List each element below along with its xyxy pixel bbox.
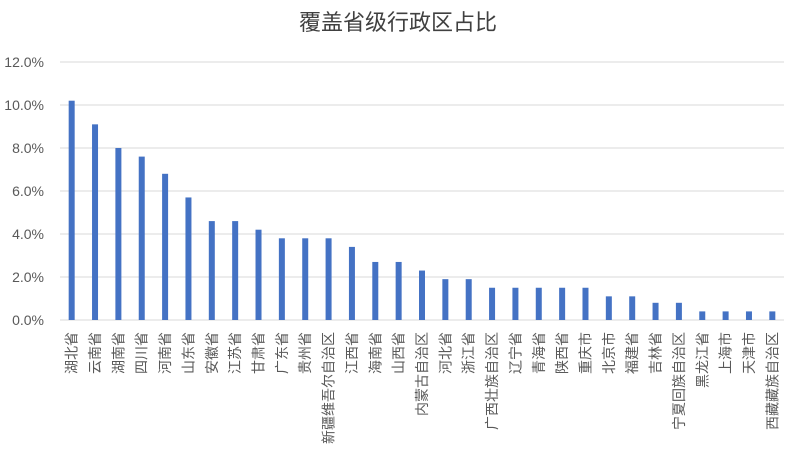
bar bbox=[68, 100, 75, 320]
bar bbox=[302, 238, 309, 320]
x-tick-label: 江西省 bbox=[345, 332, 361, 374]
bar bbox=[419, 270, 425, 320]
y-tick-label: 2.0% bbox=[12, 269, 44, 285]
bar bbox=[138, 156, 145, 320]
bar bbox=[629, 296, 636, 320]
bar bbox=[92, 124, 99, 320]
bar bbox=[489, 287, 496, 320]
x-axis: 湖北省 云南省 湖南省 四川省 河南省 山东省 安徽省 江苏省 甘肃省 广东省 贵州省 新疆维吾尔自治… bbox=[65, 332, 782, 444]
x-tick-label: 甘肃省 bbox=[252, 332, 268, 374]
x-tick-label: 河南省 bbox=[158, 332, 174, 374]
x-tick-label: 陕西省 bbox=[555, 332, 571, 374]
y-axis: 0.0% 2.0% 4.0% 6.0% 8.0% 10.0% 12.0% bbox=[4, 54, 44, 328]
bar bbox=[605, 296, 612, 320]
bar bbox=[185, 197, 192, 320]
bar bbox=[162, 173, 169, 320]
bar bbox=[208, 221, 215, 320]
x-tick-label: 海南省 bbox=[368, 332, 384, 374]
gridlines bbox=[60, 61, 784, 321]
y-tick-label: 8.0% bbox=[12, 140, 44, 156]
bar bbox=[395, 261, 402, 320]
x-tick-label: 青海省 bbox=[532, 332, 548, 374]
bar bbox=[699, 311, 706, 320]
x-tick-label: 天津市 bbox=[741, 332, 758, 374]
x-tick-label: 贵州省 bbox=[298, 332, 314, 374]
x-tick-label: 山东省 bbox=[181, 332, 197, 374]
x-tick-label: 广西壮族自治区 bbox=[485, 332, 501, 430]
bar bbox=[442, 279, 449, 320]
x-tick-label: 河北省 bbox=[438, 332, 454, 374]
bar bbox=[512, 287, 519, 320]
x-tick-label: 北京市 bbox=[601, 332, 618, 374]
bar bbox=[465, 279, 472, 320]
bar bbox=[372, 261, 379, 320]
y-tick-label: 4.0% bbox=[12, 226, 44, 242]
x-tick-label: 江苏省 bbox=[228, 332, 244, 374]
bar bbox=[722, 311, 729, 320]
y-tick-label: 0.0% bbox=[12, 312, 44, 328]
x-tick-label: 湖南省 bbox=[111, 332, 127, 374]
bars bbox=[68, 100, 776, 320]
x-tick-label: 安徽省 bbox=[205, 332, 221, 374]
x-tick-label: 内蒙古自治区 bbox=[415, 332, 431, 416]
bar bbox=[278, 238, 285, 320]
x-tick-label: 山西省 bbox=[392, 332, 408, 374]
x-tick-label: 新疆维吾尔自治区 bbox=[322, 332, 338, 444]
bar bbox=[255, 229, 262, 320]
x-tick-label: 辽宁省 bbox=[507, 332, 524, 374]
bar bbox=[559, 287, 566, 320]
bar bbox=[582, 287, 589, 320]
x-tick-label: 福建省 bbox=[625, 332, 641, 374]
x-tick-label: 黑龙江省 bbox=[695, 332, 711, 388]
x-tick-label: 重庆市 bbox=[577, 332, 594, 374]
x-tick-label: 宁夏回族自治区 bbox=[671, 332, 688, 430]
bar bbox=[535, 287, 542, 320]
y-tick-label: 10.0% bbox=[4, 97, 44, 113]
bar bbox=[745, 311, 752, 320]
x-tick-label: 湖北省 bbox=[65, 332, 81, 374]
x-tick-label: 四川省 bbox=[135, 332, 151, 374]
bar bbox=[325, 238, 332, 320]
x-tick-label: 广东省 bbox=[275, 332, 291, 374]
bar bbox=[675, 302, 682, 320]
x-tick-label: 上海市 bbox=[718, 332, 735, 374]
bar bbox=[348, 246, 355, 320]
bar bbox=[232, 221, 239, 320]
bar bbox=[115, 148, 122, 320]
y-tick-label: 6.0% bbox=[12, 183, 44, 199]
x-tick-label: 浙江省 bbox=[462, 332, 478, 374]
bar bbox=[769, 311, 776, 320]
bar bbox=[652, 302, 659, 320]
x-tick-label: 西藏藏族自治区 bbox=[765, 332, 781, 430]
y-tick-label: 12.0% bbox=[4, 54, 44, 70]
x-tick-label: 云南省 bbox=[88, 332, 104, 374]
chart-title: 覆盖省级行政区占比 bbox=[299, 11, 497, 36]
x-tick-label: 吉林省 bbox=[649, 332, 665, 374]
